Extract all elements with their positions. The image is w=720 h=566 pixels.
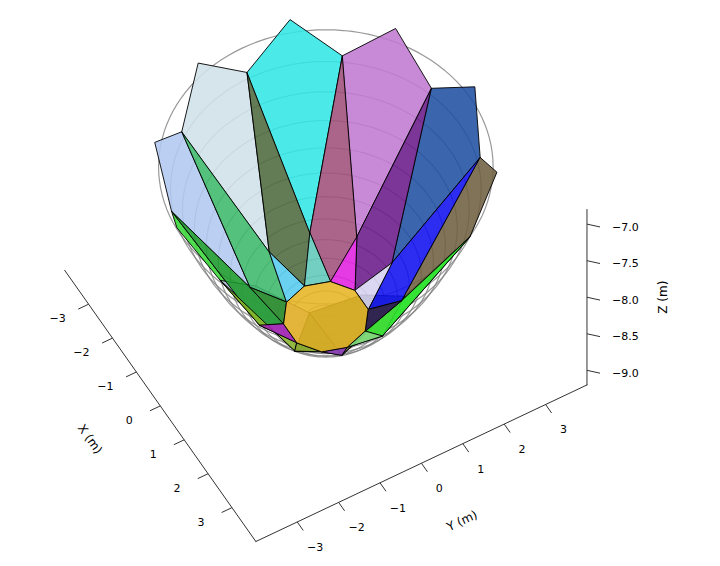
svg-text:−8.0: −8.0 [612, 294, 639, 307]
svg-text:1: 1 [477, 463, 484, 476]
svg-text:−2: −2 [348, 521, 364, 534]
svg-text:0: 0 [126, 414, 133, 427]
svg-text:−3: −3 [307, 541, 323, 554]
svg-text:−9.0: −9.0 [612, 367, 639, 380]
svg-text:−1: −1 [390, 502, 406, 515]
svg-text:−2: −2 [73, 346, 89, 359]
svg-text:Y (m): Y (m) [444, 508, 480, 535]
svg-text:X (m): X (m) [75, 422, 106, 457]
svg-text:1: 1 [150, 448, 157, 461]
svg-text:−1: −1 [97, 380, 113, 393]
svg-text:0: 0 [436, 482, 443, 495]
svg-text:−3: −3 [49, 312, 65, 325]
svg-text:−7.0: −7.0 [612, 221, 639, 234]
svg-text:−8.5: −8.5 [612, 330, 639, 343]
svg-text:3: 3 [560, 423, 567, 436]
svg-text:−7.5: −7.5 [612, 257, 639, 270]
svg-text:Z (m): Z (m) [656, 281, 670, 314]
svg-text:2: 2 [519, 443, 526, 456]
svg-text:3: 3 [197, 516, 204, 529]
svg-text:2: 2 [174, 482, 181, 495]
